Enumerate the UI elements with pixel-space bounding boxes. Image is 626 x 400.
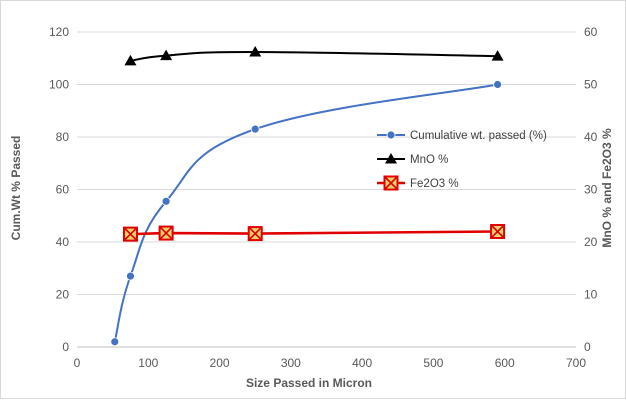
y2-tick-label: 20	[584, 235, 598, 249]
legend-swatch-marker	[385, 153, 397, 164]
data-point	[491, 50, 504, 61]
grid-layer	[77, 31, 576, 348]
marker-x-stroke	[124, 228, 137, 241]
x-tick-label: 0	[74, 356, 81, 370]
y2-tick-label: 30	[584, 183, 598, 197]
data-point	[247, 226, 263, 242]
series-layer	[110, 45, 506, 347]
legend-label: MnO %	[410, 154, 448, 166]
y-tick-label: 100	[49, 78, 69, 92]
y-tick-label: 40	[56, 235, 70, 249]
data-point	[493, 80, 502, 89]
y2-tick-label: 40	[584, 130, 598, 144]
data-point	[249, 45, 262, 57]
legend-item: Cumulative wt. passed (%)	[377, 130, 547, 142]
data-point	[124, 54, 137, 66]
x-tick-label: 100	[138, 356, 158, 370]
legend-label: Cumulative wt. passed (%)	[410, 130, 547, 142]
legend-swatch-marker	[386, 130, 396, 140]
marker-x-stroke	[160, 227, 173, 240]
y-axis-title: Cum.Wt % Passed	[9, 136, 23, 241]
y-tick-label: 60	[56, 183, 70, 197]
series-2	[122, 224, 506, 242]
series-1	[124, 45, 504, 66]
data-point	[161, 196, 171, 206]
series-line	[130, 50, 498, 62]
marker-x-stroke	[491, 225, 504, 238]
x-tick-label: 200	[210, 356, 230, 370]
legend-swatch-marker	[383, 175, 399, 191]
y-tick-label: 80	[56, 130, 70, 144]
marker-x-stroke	[249, 227, 262, 240]
series-line	[113, 83, 498, 342]
data-point	[122, 226, 138, 242]
data-point	[160, 49, 173, 61]
legend-label: Fe2O3 %	[410, 178, 459, 190]
y-tick-label: 20	[56, 288, 70, 302]
y-tick-label: 0	[62, 340, 69, 354]
y2-tick-label: 50	[584, 78, 598, 92]
x-tick-label: 600	[495, 356, 515, 370]
data-point	[126, 271, 135, 281]
series-line	[130, 230, 498, 236]
y2-tick-label: 60	[584, 25, 598, 39]
marker-x-stroke	[384, 176, 398, 190]
legend-item: Fe2O3 %	[377, 175, 459, 191]
x-axis-title: Size Passed in Micron	[246, 376, 372, 390]
x-tick-label: 500	[423, 356, 443, 370]
x-tick-label: 300	[281, 356, 301, 370]
x-tick-label: 400	[352, 356, 372, 370]
data-point	[158, 225, 174, 241]
legend: Cumulative wt. passed (%) MnO % Fe2O3 %	[377, 130, 547, 191]
y2-tick-label: 0	[584, 340, 591, 354]
legend-item: MnO %	[377, 153, 448, 166]
series-0	[110, 80, 502, 347]
data-point	[250, 124, 260, 134]
x-tick-label: 700	[566, 356, 586, 370]
y2-tick-label: 10	[584, 288, 598, 302]
y2-axis-title: MnO % and Fe2O3 %	[600, 128, 614, 248]
data-point	[110, 337, 120, 347]
data-point	[490, 224, 506, 239]
y-tick-label: 120	[49, 25, 69, 39]
